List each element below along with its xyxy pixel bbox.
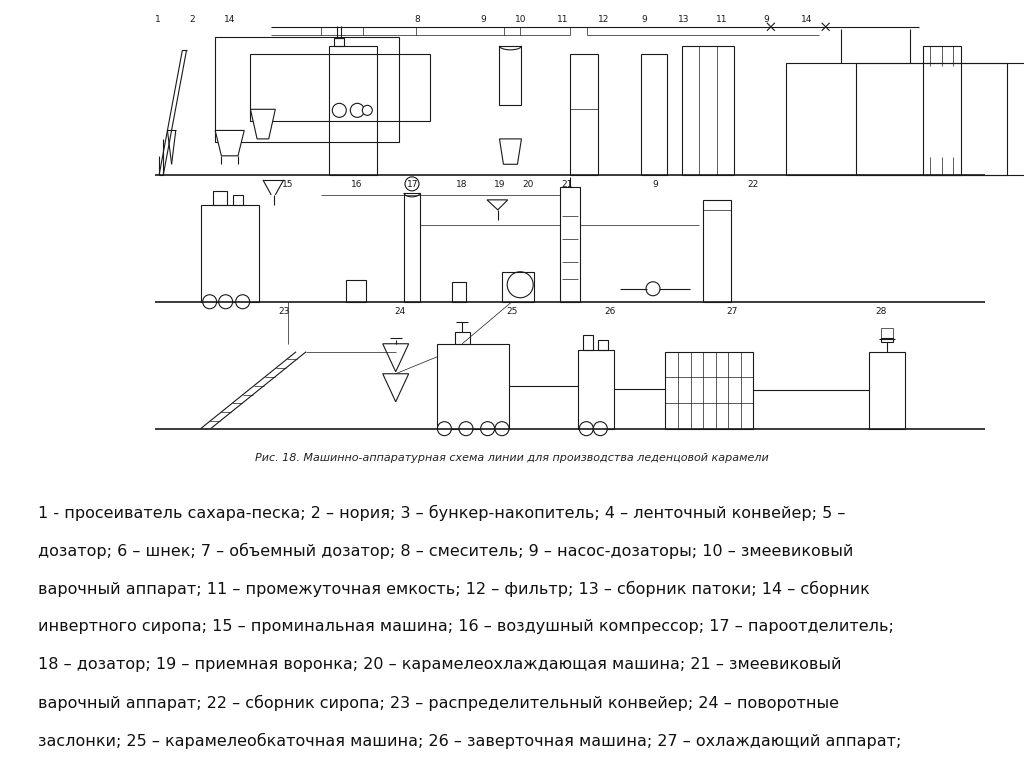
Bar (579, 350, 614, 429)
Text: 18 – дозатор; 19 – приемная воронка; 20 – карамелеохлаждающая машина; 21 – змеев: 18 – дозатор; 19 – приемная воронка; 20 … (38, 657, 842, 672)
Text: 12: 12 (598, 15, 609, 24)
Text: 26: 26 (604, 308, 615, 316)
Text: 27: 27 (726, 308, 737, 316)
Circle shape (495, 422, 509, 436)
Circle shape (362, 105, 373, 115)
Bar (502, 272, 534, 301)
Text: 9: 9 (641, 15, 647, 24)
Bar (201, 205, 259, 301)
Circle shape (219, 295, 232, 309)
Text: варочный аппарат; 11 – промежуточная емкость; 12 – фильтр; 13 – сборник патоки; : варочный аппарат; 11 – промежуточная емк… (38, 581, 869, 597)
Circle shape (507, 272, 534, 298)
Bar (881, 337, 893, 342)
Text: 10: 10 (515, 15, 526, 24)
Circle shape (593, 422, 607, 436)
Text: варочный аппарат; 22 – сборник сиропа; 23 – распределительный конвейер; 24 – пов: варочный аппарат; 22 – сборник сиропа; 2… (38, 695, 839, 711)
Text: 9: 9 (764, 15, 770, 24)
Text: 23: 23 (278, 308, 290, 316)
Circle shape (437, 422, 452, 436)
Text: Рис. 18. Машинно-аппаратурная схема линии для производства леденцовой карамели: Рис. 18. Машинно-аппаратурная схема лини… (255, 453, 769, 463)
Text: 8: 8 (415, 15, 420, 24)
Text: 19: 19 (494, 180, 505, 189)
Bar (584, 334, 593, 350)
Text: 14: 14 (224, 15, 236, 24)
Text: 9: 9 (652, 180, 658, 189)
Circle shape (406, 177, 419, 191)
Bar (598, 340, 608, 350)
Circle shape (203, 295, 217, 309)
Bar (215, 38, 399, 143)
Bar (923, 46, 961, 175)
Bar (881, 328, 893, 339)
Bar (456, 332, 470, 344)
Bar (868, 352, 905, 429)
Text: 20: 20 (523, 180, 535, 189)
Bar (251, 54, 430, 121)
Text: 13: 13 (678, 15, 689, 24)
Polygon shape (251, 109, 275, 139)
Circle shape (480, 422, 495, 436)
Bar (453, 281, 466, 301)
Circle shape (646, 281, 660, 296)
Bar (666, 352, 754, 429)
Polygon shape (500, 139, 521, 164)
Text: инвертного сиропа; 15 – проминальная машина; 16 – воздушный компрессор; 17 – пар: инвертного сиропа; 15 – проминальная маш… (38, 619, 894, 634)
Bar (330, 46, 377, 175)
Text: дозатор; 6 – шнек; 7 – объемный дозатор; 8 – смеситель; 9 – насос-дозаторы; 10 –: дозатор; 6 – шнек; 7 – объемный дозатор;… (38, 543, 853, 559)
Polygon shape (487, 200, 508, 210)
Text: 1 - просеиватель сахара-песка; 2 – нория; 3 – бункер-накопитель; 4 – ленточный к: 1 - просеиватель сахара-песка; 2 – нория… (38, 505, 846, 521)
Text: 24: 24 (394, 308, 406, 316)
Text: 2: 2 (189, 15, 196, 24)
Circle shape (350, 104, 365, 117)
Bar (334, 38, 344, 46)
Text: 18: 18 (457, 180, 468, 189)
Bar (856, 63, 1024, 175)
Text: 25: 25 (506, 308, 517, 316)
Text: 9: 9 (481, 15, 486, 24)
Bar (346, 280, 366, 301)
Bar (641, 54, 667, 175)
Polygon shape (383, 344, 409, 372)
Bar (682, 46, 734, 175)
Bar (702, 200, 731, 301)
Text: 15: 15 (282, 180, 294, 189)
Text: 22: 22 (746, 180, 758, 189)
Bar (570, 54, 598, 175)
Bar (500, 46, 521, 105)
Text: 11: 11 (557, 15, 568, 24)
Bar (437, 344, 509, 429)
Bar (785, 63, 1008, 175)
Bar (232, 195, 243, 205)
Circle shape (459, 422, 473, 436)
Bar (213, 191, 226, 205)
Text: 16: 16 (351, 180, 362, 189)
Circle shape (580, 422, 593, 436)
Polygon shape (215, 130, 245, 156)
Bar (560, 187, 580, 301)
Text: заслонки; 25 – карамелеобкаточная машина; 26 – заверточная машина; 27 – охлаждаю: заслонки; 25 – карамелеобкаточная машина… (38, 733, 901, 749)
Text: 17: 17 (407, 180, 418, 189)
Polygon shape (383, 374, 409, 402)
Text: 28: 28 (876, 308, 887, 316)
Circle shape (333, 104, 346, 117)
Text: 21: 21 (562, 180, 573, 189)
Circle shape (236, 295, 250, 309)
Bar (404, 193, 420, 301)
Text: 14: 14 (801, 15, 812, 24)
Text: 1: 1 (155, 15, 161, 24)
Text: 11: 11 (716, 15, 728, 24)
